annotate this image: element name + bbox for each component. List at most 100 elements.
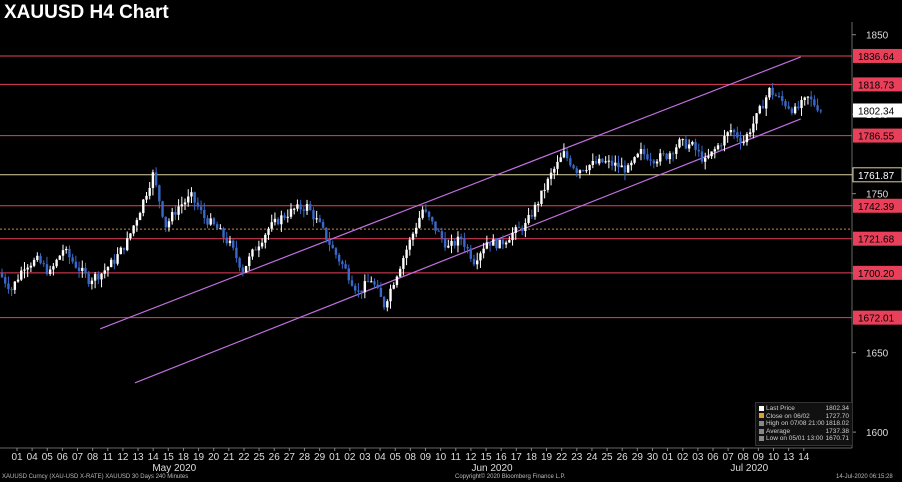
candle-body xyxy=(569,158,572,166)
candle-body xyxy=(68,248,71,258)
candle-body xyxy=(524,222,527,231)
candle-body xyxy=(755,113,758,124)
candle-body xyxy=(334,248,338,255)
candle-body xyxy=(81,267,84,271)
x-tick-label: 13 xyxy=(132,452,144,463)
candle-body xyxy=(151,172,155,189)
candle-body xyxy=(363,281,367,293)
candle-body xyxy=(386,301,389,308)
candle-body xyxy=(694,141,697,150)
candle-body xyxy=(187,196,190,203)
candle-body xyxy=(23,269,26,271)
candle-body xyxy=(254,249,257,251)
y-tick-label: 1850 xyxy=(866,31,889,42)
candle-body xyxy=(601,158,604,163)
candle-body xyxy=(190,192,193,197)
y-tick-label: 1650 xyxy=(866,349,889,360)
candle-body xyxy=(235,247,238,259)
legend-swatch-icon xyxy=(759,413,764,419)
candle-body xyxy=(797,106,800,109)
candle-body xyxy=(103,270,106,274)
candle-body xyxy=(700,151,704,162)
candle-body xyxy=(16,279,20,282)
candle-body xyxy=(398,268,402,277)
candle-body xyxy=(514,227,517,233)
y-tick-label: 1750 xyxy=(866,190,889,201)
candle-body xyxy=(813,99,816,106)
candle-body xyxy=(578,170,582,174)
candle-body xyxy=(289,208,293,217)
candle-body xyxy=(809,96,813,100)
candle-body xyxy=(373,281,376,285)
candle-body xyxy=(20,270,23,280)
candle-body xyxy=(800,99,803,109)
candle-body xyxy=(228,240,232,244)
candle-body xyxy=(476,260,479,265)
candle-body xyxy=(39,255,42,264)
candle-body xyxy=(537,204,540,206)
candle-body xyxy=(739,137,742,143)
candle-body xyxy=(280,215,283,225)
candle-body xyxy=(671,153,675,155)
x-tick-label: 12 xyxy=(465,452,477,463)
candle-body xyxy=(691,141,694,145)
candle-body xyxy=(607,160,611,162)
x-month-label: Jul 2020 xyxy=(730,463,768,474)
candle-body xyxy=(781,96,784,102)
candle-body xyxy=(199,206,203,210)
candle-body xyxy=(142,199,145,214)
x-tick-label: 25 xyxy=(602,452,614,463)
x-tick-label: 15 xyxy=(480,452,492,463)
legend-swatch-icon xyxy=(759,420,764,426)
x-tick-label: 27 xyxy=(284,452,296,463)
candle-body xyxy=(620,165,623,168)
level-label: 1836.64 xyxy=(858,52,895,63)
x-tick-label: 22 xyxy=(238,452,250,463)
candle-body xyxy=(572,165,575,169)
candle-body xyxy=(642,149,646,155)
candle-body xyxy=(331,244,334,249)
level-label-box xyxy=(853,310,902,325)
x-tick-label: 01 xyxy=(329,452,341,463)
candle-body xyxy=(161,201,164,217)
level-label: 1761.87 xyxy=(858,171,895,182)
candle-body xyxy=(270,222,273,229)
candle-body xyxy=(559,157,562,162)
candle-body xyxy=(703,157,707,162)
candle-body xyxy=(116,254,119,264)
candle-body xyxy=(732,130,736,133)
x-tick-label: 18 xyxy=(526,452,538,463)
candle-body xyxy=(575,168,578,174)
candle-body xyxy=(418,217,421,228)
legend-box: Last Price 1802.34 Close on 06/02 1727.7… xyxy=(755,402,853,446)
candle-body xyxy=(260,242,264,247)
candle-body xyxy=(517,227,521,229)
candle-body xyxy=(376,284,379,288)
x-tick-label: 13 xyxy=(783,452,795,463)
candle-body xyxy=(604,161,607,163)
candle-body xyxy=(193,192,196,203)
legend-row-average: Average 1737.38 xyxy=(759,428,849,436)
x-tick-label: 10 xyxy=(768,452,780,463)
candle-body xyxy=(58,255,61,260)
candle-body xyxy=(681,139,684,141)
footer-copyright: Copyright© 2020 Bloomberg Finance L.P. xyxy=(455,474,566,480)
candle-body xyxy=(707,156,710,158)
x-tick-label: 17 xyxy=(511,452,523,463)
candle-body xyxy=(273,218,277,223)
candle-body xyxy=(276,218,280,225)
candle-body xyxy=(758,106,761,114)
candle-body xyxy=(370,281,373,283)
candle-body xyxy=(498,239,501,249)
candle-body xyxy=(113,259,116,264)
candle-body xyxy=(472,258,476,265)
candle-body xyxy=(610,160,614,166)
x-tick-label: 01 xyxy=(11,452,23,463)
candle-body xyxy=(713,149,717,152)
candle-body xyxy=(466,246,469,249)
candle-body xyxy=(32,259,36,266)
candle-body xyxy=(729,130,733,133)
candle-body xyxy=(215,224,219,229)
candle-body xyxy=(180,204,184,207)
candle-body xyxy=(668,153,672,160)
